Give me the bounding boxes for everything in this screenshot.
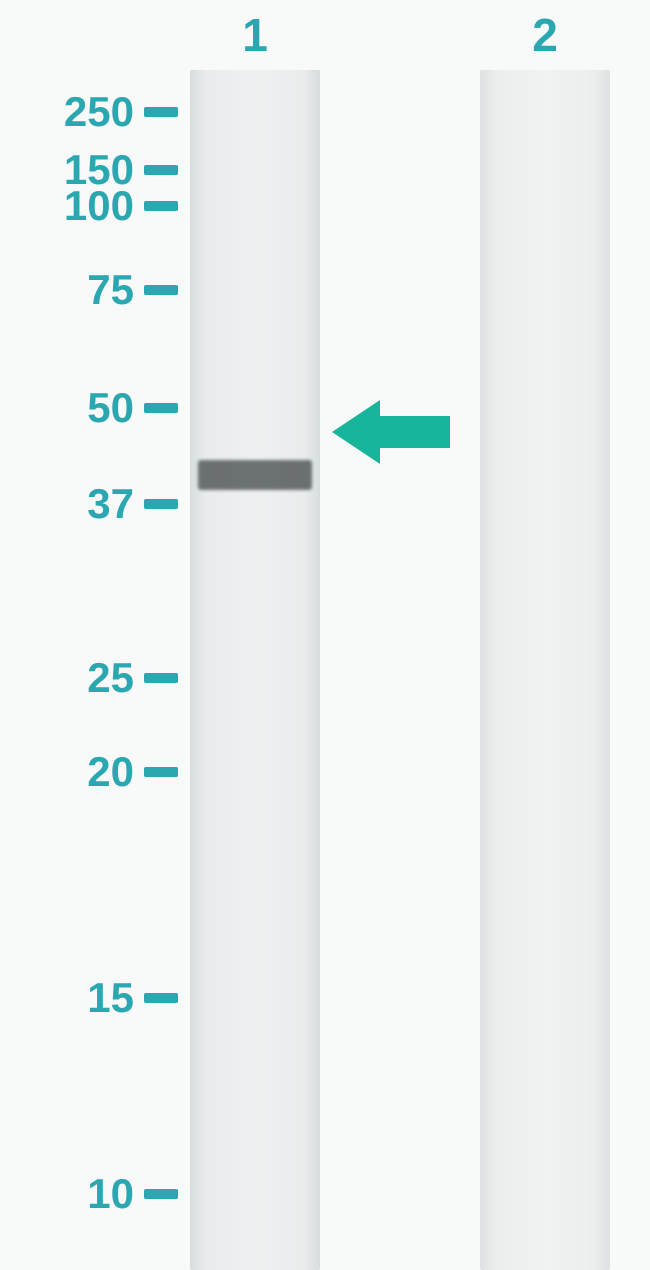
lane-label: 1 xyxy=(225,8,285,62)
mw-marker-tick xyxy=(144,673,178,683)
mw-marker-tick xyxy=(144,993,178,1003)
mw-marker-label: 25 xyxy=(24,654,134,702)
band-pointer-arrow xyxy=(332,400,450,464)
mw-marker: 37 xyxy=(24,483,178,525)
mw-marker-label: 37 xyxy=(24,480,134,528)
lane-2 xyxy=(480,70,610,1270)
mw-marker-tick xyxy=(144,285,178,295)
mw-marker-tick xyxy=(144,403,178,413)
mw-marker: 100 xyxy=(24,185,178,227)
mw-marker: 20 xyxy=(24,751,178,793)
mw-marker: 250 xyxy=(24,91,178,133)
lane-1 xyxy=(190,70,320,1270)
mw-marker-label: 250 xyxy=(24,88,134,136)
mw-marker: 25 xyxy=(24,657,178,699)
mw-marker-tick xyxy=(144,1189,178,1199)
mw-marker-tick xyxy=(144,499,178,509)
mw-marker-tick xyxy=(144,165,178,175)
mw-marker-tick xyxy=(144,107,178,117)
mw-marker-label: 75 xyxy=(24,266,134,314)
mw-marker-label: 20 xyxy=(24,748,134,796)
mw-marker-label: 15 xyxy=(24,974,134,1022)
blot-canvas: 1225015010075503725201510 xyxy=(0,0,650,1270)
mw-marker: 10 xyxy=(24,1173,178,1215)
mw-marker-label: 50 xyxy=(24,384,134,432)
mw-marker: 50 xyxy=(24,387,178,429)
mw-marker-label: 100 xyxy=(24,182,134,230)
lane-label: 2 xyxy=(515,8,575,62)
mw-marker-tick xyxy=(144,767,178,777)
mw-marker-label: 10 xyxy=(24,1170,134,1218)
mw-marker: 15 xyxy=(24,977,178,1019)
mw-marker-tick xyxy=(144,201,178,211)
band xyxy=(198,460,312,490)
mw-marker: 75 xyxy=(24,269,178,311)
